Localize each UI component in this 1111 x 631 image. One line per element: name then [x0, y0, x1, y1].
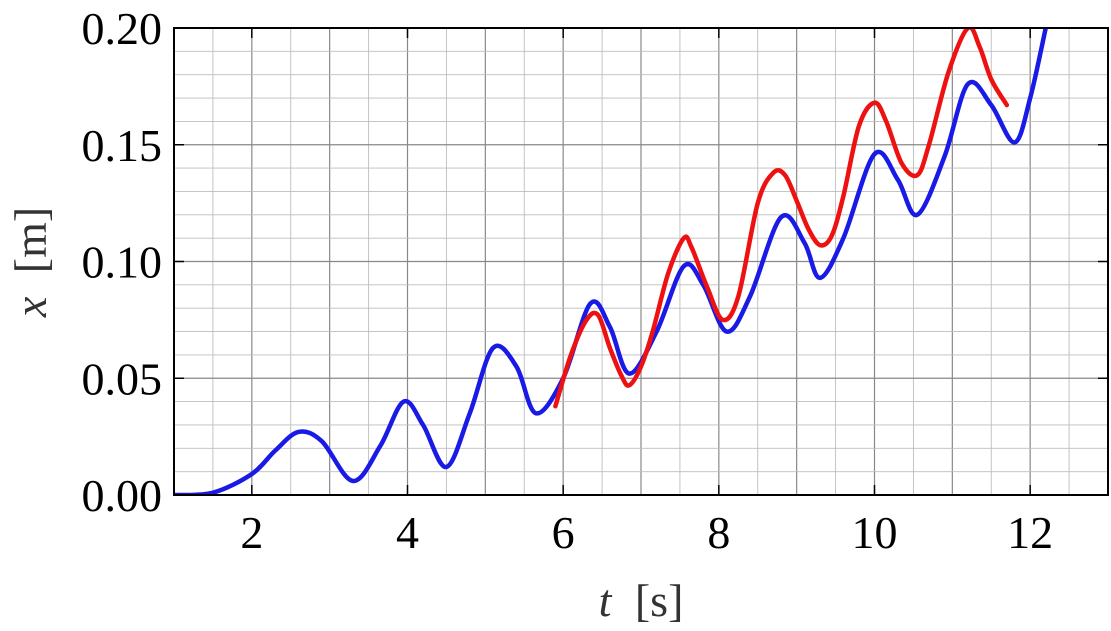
x-axis-unit: [s] [635, 575, 684, 626]
y-axis-unit: [m] [5, 207, 56, 273]
y-tick-label: 0.05 [82, 353, 163, 404]
grid [173, 27, 1109, 496]
x-tick-labels: 2 4 6 8 10 12 [240, 507, 1053, 558]
x-tick-label: 12 [1007, 507, 1053, 558]
y-tick-label: 0.10 [82, 237, 163, 288]
x-tick-label: 4 [396, 507, 419, 558]
y-tick-label: 0.20 [82, 3, 163, 54]
x-tick-label: 2 [240, 507, 263, 558]
x-axis-label: t [s] [599, 575, 684, 626]
series-line-2 [553, 28, 1010, 409]
x-axis-symbol: t [599, 575, 613, 626]
x-tick-label: 6 [552, 507, 575, 558]
x-tick-label: 10 [852, 507, 898, 558]
y-tick-labels: 0.00 0.05 0.10 0.15 0.20 [82, 3, 163, 521]
series-lines [174, 28, 1048, 495]
x-tick-label: 8 [707, 507, 730, 558]
tick-marks [174, 27, 1108, 496]
series-line-1 [174, 28, 1048, 495]
y-tick-label: 0.15 [82, 120, 163, 171]
y-tick-label: 0.00 [82, 470, 163, 521]
y-axis-label: x [m] [5, 207, 56, 318]
y-axis-symbol: x [5, 296, 56, 318]
